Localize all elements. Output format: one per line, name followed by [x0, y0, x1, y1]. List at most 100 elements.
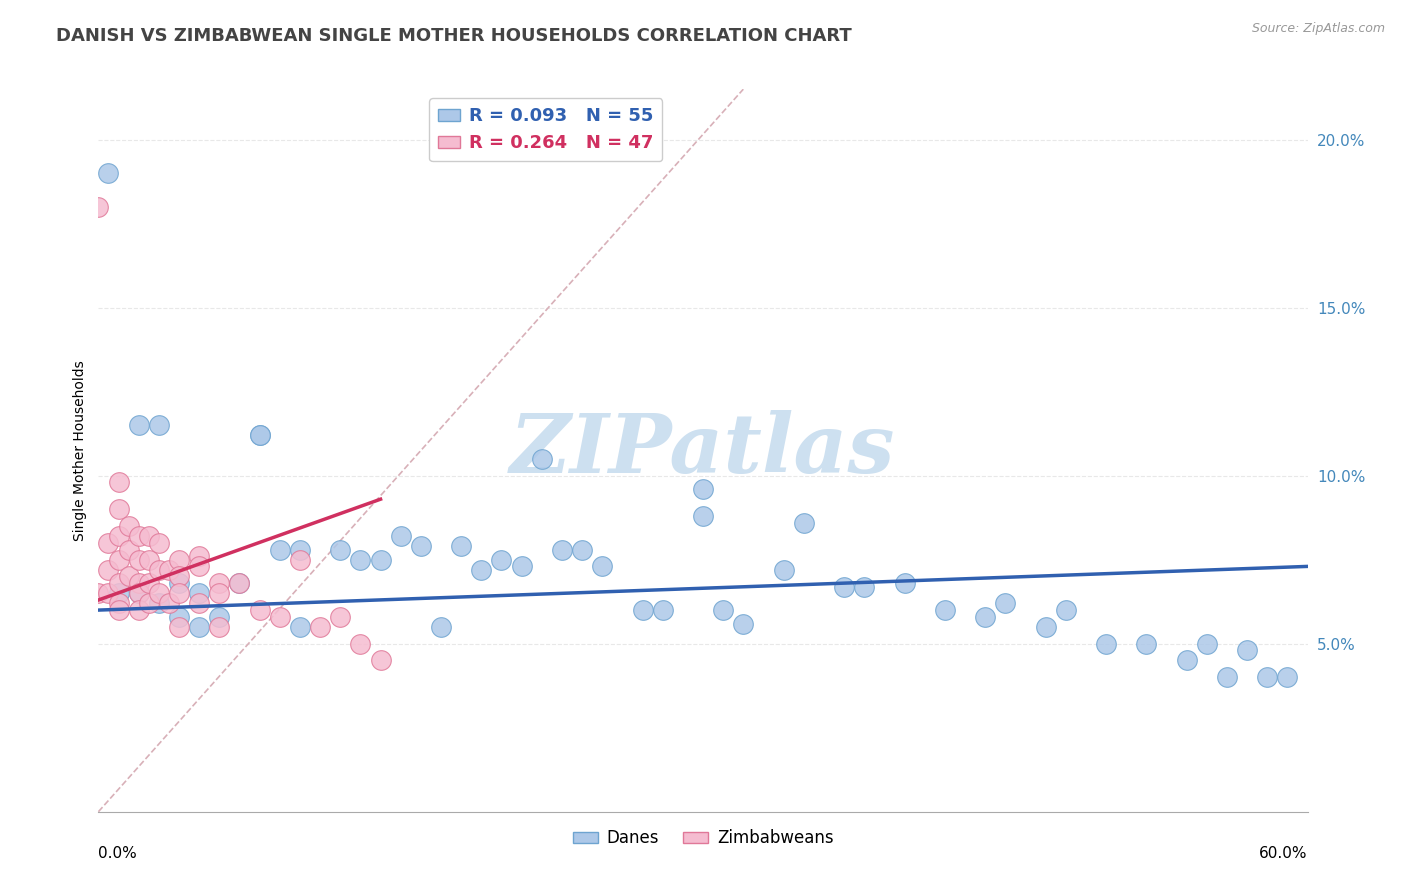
Point	[228, 576, 250, 591]
Point	[349, 637, 371, 651]
Point	[269, 609, 291, 624]
Point	[249, 428, 271, 442]
Point	[530, 451, 553, 466]
Point	[974, 609, 997, 624]
Point	[853, 580, 876, 594]
Point	[97, 166, 120, 180]
Point	[772, 563, 794, 577]
Point	[128, 586, 150, 600]
Point	[269, 542, 291, 557]
Point	[128, 586, 150, 600]
Point	[228, 576, 250, 591]
Point	[148, 418, 170, 433]
Point	[288, 542, 311, 557]
Point	[107, 475, 129, 490]
Point	[1175, 653, 1198, 667]
Point	[87, 586, 110, 600]
Point	[97, 586, 120, 600]
Text: 60.0%: 60.0%	[1260, 847, 1308, 862]
Point	[551, 542, 574, 557]
Point	[167, 586, 190, 600]
Point	[128, 529, 150, 543]
Point	[148, 596, 170, 610]
Point	[107, 529, 129, 543]
Point	[97, 536, 120, 550]
Point	[1054, 603, 1077, 617]
Legend: Danes, Zimbabweans: Danes, Zimbabweans	[567, 822, 839, 854]
Point	[450, 539, 472, 553]
Point	[128, 418, 150, 433]
Point	[1216, 670, 1239, 684]
Point	[97, 563, 120, 577]
Point	[157, 596, 180, 610]
Point	[188, 596, 211, 610]
Point	[1135, 637, 1157, 651]
Point	[167, 609, 190, 624]
Point	[249, 603, 271, 617]
Point	[107, 576, 129, 591]
Point	[1195, 637, 1218, 651]
Point	[107, 603, 129, 617]
Y-axis label: Single Mother Households: Single Mother Households	[73, 360, 87, 541]
Point	[148, 586, 170, 600]
Point	[167, 620, 190, 634]
Point	[409, 539, 432, 553]
Point	[128, 552, 150, 566]
Text: ZIPatlas: ZIPatlas	[510, 410, 896, 491]
Point	[138, 596, 160, 610]
Point	[349, 552, 371, 566]
Point	[128, 576, 150, 591]
Point	[107, 502, 129, 516]
Point	[138, 552, 160, 566]
Point	[329, 609, 352, 624]
Point	[107, 586, 129, 600]
Point	[208, 609, 231, 624]
Point	[148, 563, 170, 577]
Point	[651, 603, 673, 617]
Text: 0.0%: 0.0%	[98, 847, 138, 862]
Point	[107, 596, 129, 610]
Point	[389, 529, 412, 543]
Point	[832, 580, 855, 594]
Point	[118, 519, 141, 533]
Point	[138, 576, 160, 591]
Point	[711, 603, 734, 617]
Point	[138, 529, 160, 543]
Point	[167, 569, 190, 583]
Point	[208, 576, 231, 591]
Point	[288, 552, 311, 566]
Point	[208, 586, 231, 600]
Point	[491, 552, 513, 566]
Point	[208, 620, 231, 634]
Point	[309, 620, 332, 634]
Point	[994, 596, 1017, 610]
Point	[430, 620, 453, 634]
Point	[893, 576, 915, 591]
Point	[288, 620, 311, 634]
Point	[692, 482, 714, 496]
Point	[188, 559, 211, 574]
Point	[329, 542, 352, 557]
Point	[118, 569, 141, 583]
Point	[470, 563, 492, 577]
Point	[1035, 620, 1057, 634]
Point	[1256, 670, 1278, 684]
Point	[1236, 643, 1258, 657]
Point	[692, 508, 714, 523]
Point	[934, 603, 956, 617]
Point	[167, 552, 190, 566]
Point	[167, 576, 190, 591]
Point	[733, 616, 755, 631]
Point	[157, 563, 180, 577]
Point	[188, 620, 211, 634]
Point	[631, 603, 654, 617]
Point	[87, 200, 110, 214]
Point	[571, 542, 593, 557]
Point	[510, 559, 533, 574]
Point	[107, 552, 129, 566]
Point	[249, 428, 271, 442]
Text: DANISH VS ZIMBABWEAN SINGLE MOTHER HOUSEHOLDS CORRELATION CHART: DANISH VS ZIMBABWEAN SINGLE MOTHER HOUSE…	[56, 27, 852, 45]
Point	[370, 653, 392, 667]
Point	[1277, 670, 1299, 684]
Point	[188, 586, 211, 600]
